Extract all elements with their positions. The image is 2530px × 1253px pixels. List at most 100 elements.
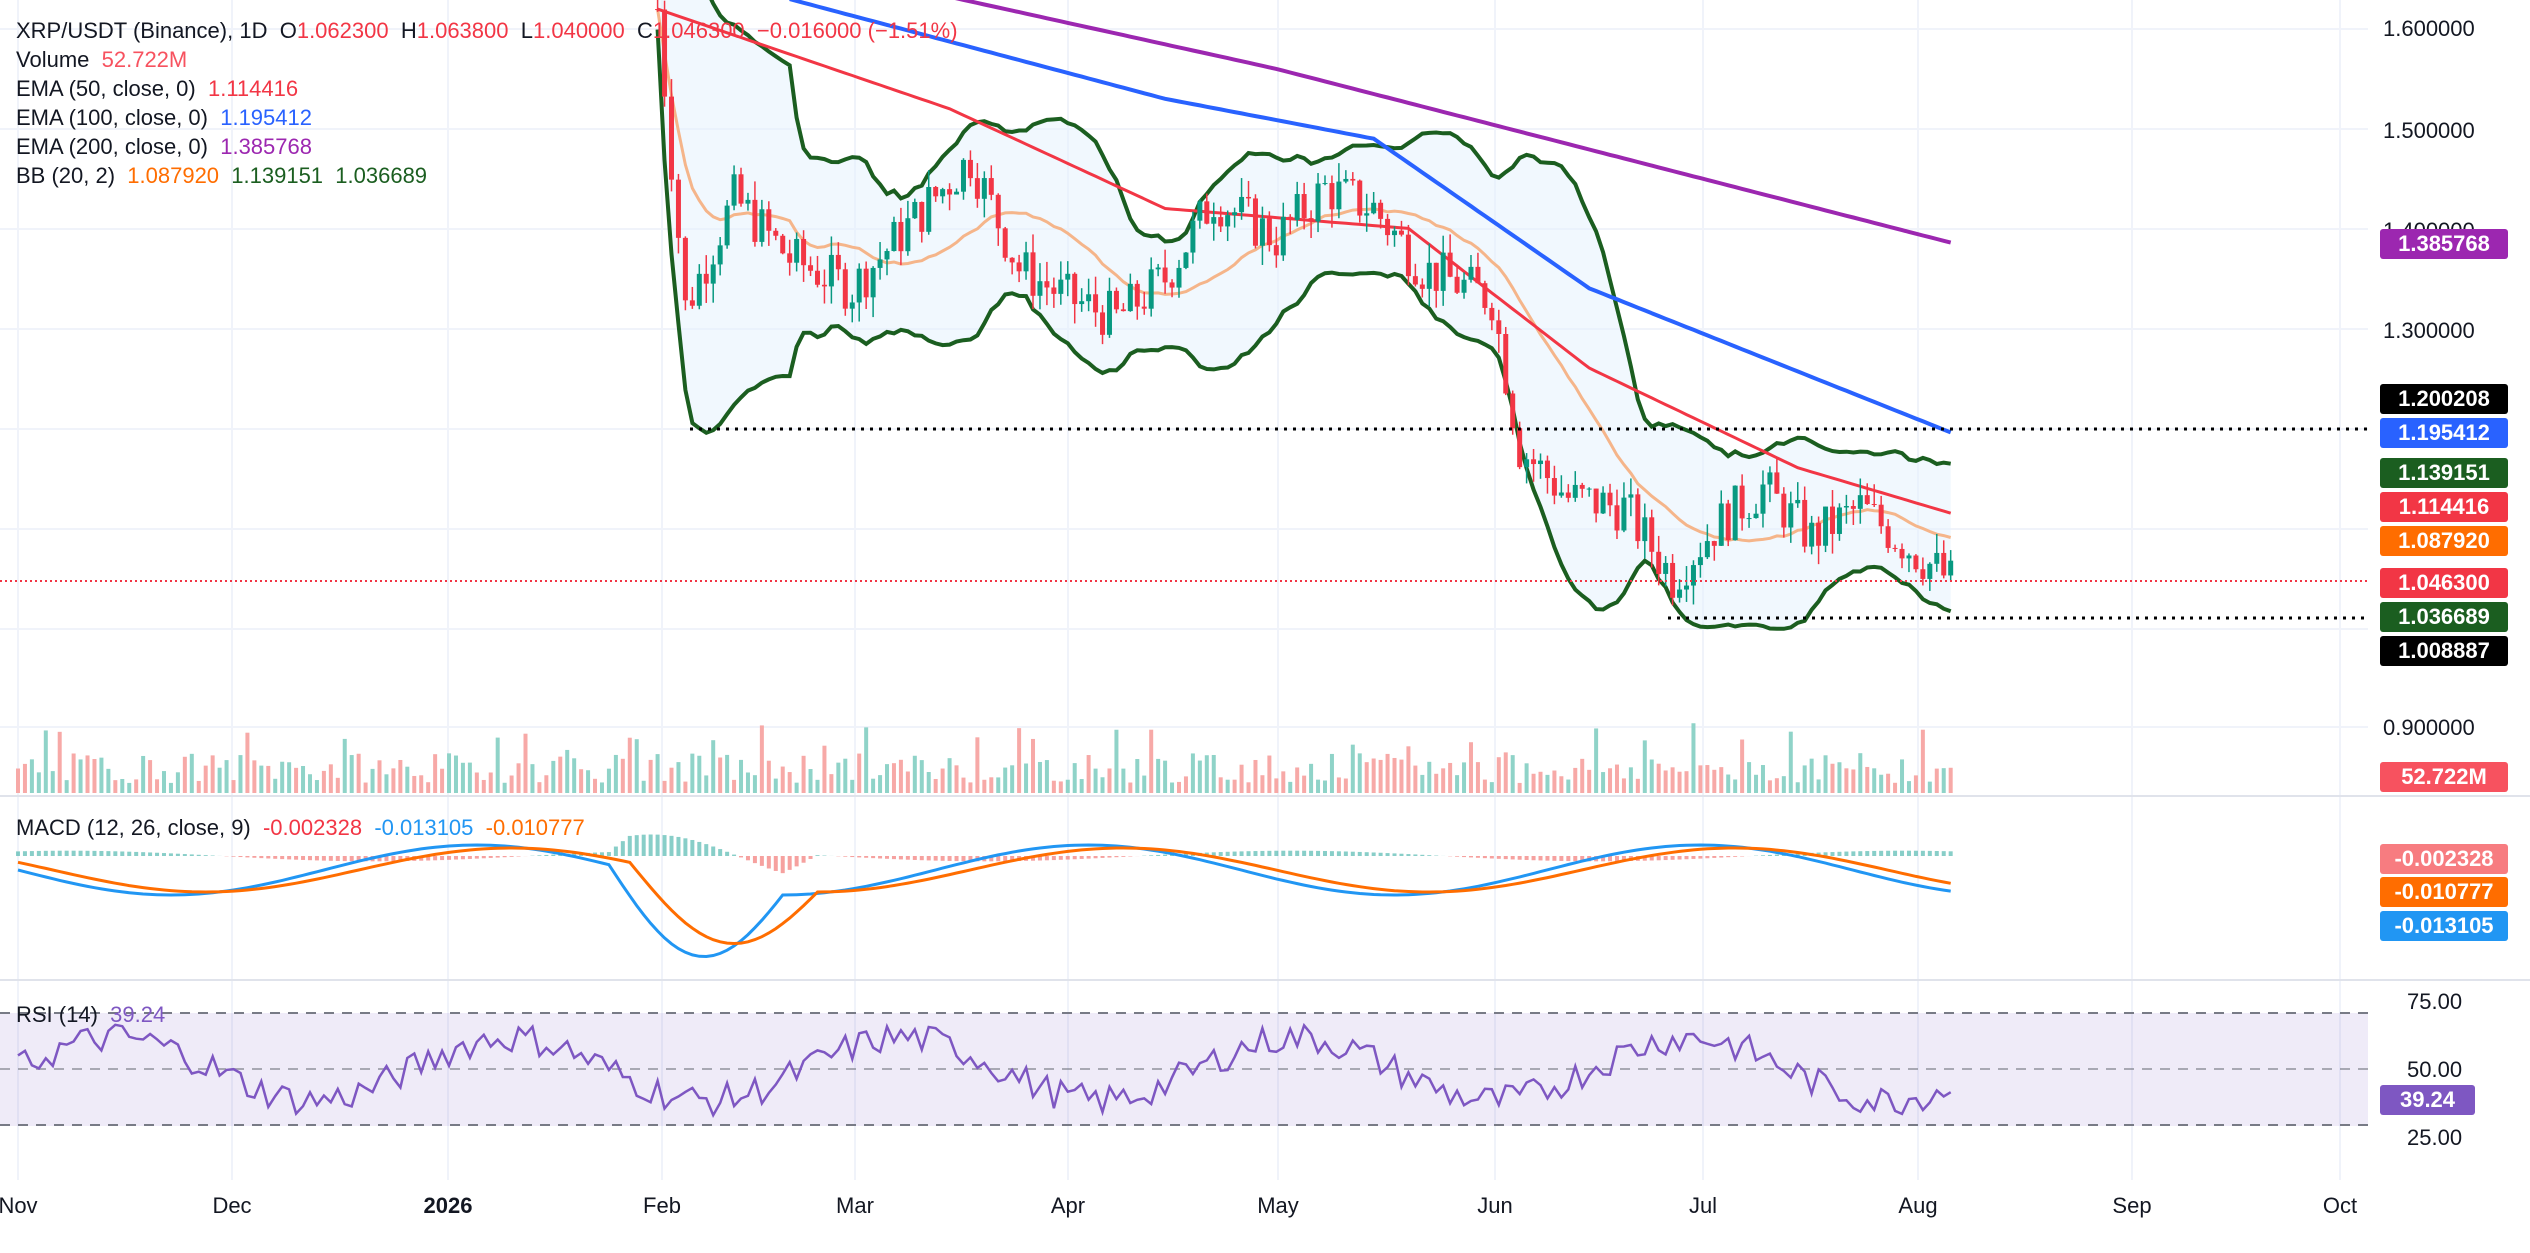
volume-bar	[182, 756, 187, 793]
macd-hist-bar	[1343, 851, 1348, 856]
macd-hist-bar	[1608, 856, 1613, 862]
volume-bar	[161, 771, 166, 793]
volume-bar	[836, 762, 841, 793]
macd-line	[17, 843, 1951, 959]
volume-bar	[773, 778, 778, 793]
macd-hist-bar	[398, 856, 403, 862]
macd-hist-bar	[1712, 856, 1717, 858]
volume-bar	[530, 764, 535, 793]
candle-body	[1023, 252, 1029, 272]
candle-body	[933, 187, 939, 197]
candle-body	[1051, 287, 1057, 294]
volume-bar	[794, 782, 799, 793]
candle-body	[1447, 252, 1453, 277]
candle-body	[1357, 180, 1363, 216]
macd-hist-bar	[759, 856, 764, 866]
candle-body	[808, 265, 814, 271]
time-tick: Mar	[836, 1193, 874, 1218]
legend-ema50[interactable]: EMA (50, close, 0) 1.114416	[16, 76, 299, 101]
volume-bar	[1302, 775, 1307, 793]
legend: XRP/USDT (Binance), 1D O1.062300 H1.0638…	[16, 16, 958, 190]
volume-bar	[1177, 781, 1181, 793]
volume-bar	[99, 757, 104, 793]
macd-hist-bar	[1795, 853, 1800, 856]
candle-body	[1440, 252, 1446, 291]
candle-body	[849, 302, 855, 309]
volume-bar	[1594, 728, 1599, 793]
macd-hist-bar	[1281, 850, 1286, 856]
candle-body	[1739, 485, 1745, 519]
macd-hist-bar	[43, 850, 48, 856]
volume-bar	[1802, 765, 1807, 793]
legend-volume[interactable]: Volume 52.722M	[16, 47, 188, 72]
volume-bar	[1545, 774, 1550, 793]
volume-bar	[780, 766, 785, 793]
macd-hist-bar	[1524, 856, 1529, 860]
time-tick: Feb	[643, 1193, 681, 1218]
volume-bar	[71, 753, 76, 793]
candle-body	[1468, 266, 1474, 280]
legend-bb[interactable]: BB (20, 2) 1.087920 1.139151 1.036689	[16, 163, 428, 188]
volume-bar	[43, 730, 48, 793]
rsi-badge: 39.24	[2380, 1085, 2475, 1115]
macd-hist-bar	[620, 841, 625, 856]
macd-hist-bar	[1573, 856, 1578, 862]
volume-bar	[1934, 768, 1939, 793]
candle-body	[1684, 585, 1690, 590]
volume-bar	[1858, 753, 1863, 793]
volume-bar	[919, 760, 924, 793]
macd-hist-bar	[134, 851, 139, 856]
macd-hist-bar	[871, 856, 876, 859]
candle-body	[1280, 216, 1286, 256]
legend-rsi[interactable]: RSI (14) 39.24	[16, 1002, 166, 1027]
candle-body	[1663, 562, 1669, 574]
volume-bar	[1260, 775, 1265, 793]
candle-body	[1454, 276, 1460, 293]
volume-bar	[405, 766, 410, 793]
macd-hist-bar	[752, 856, 757, 864]
volume-bar	[259, 765, 264, 793]
time-tick: Jul	[1688, 1193, 1718, 1218]
volume-bar	[1253, 759, 1258, 793]
candle-body	[1711, 541, 1717, 546]
candle-body	[988, 178, 994, 195]
volume-bar	[787, 772, 792, 793]
legend-ema200[interactable]: EMA (200, close, 0) 1.385768	[16, 134, 312, 159]
volume-bar	[85, 755, 90, 793]
macd-hist-bar	[1288, 850, 1293, 856]
volume-bar	[1865, 766, 1870, 793]
macd-hist-bar	[1413, 854, 1418, 856]
volume-bar	[662, 780, 667, 793]
legend-macd[interactable]: MACD (12, 26, close, 9) -0.002328 -0.013…	[16, 815, 585, 840]
volume-bar	[551, 760, 556, 793]
macd-hist-bar	[1649, 856, 1654, 861]
volume-bar	[1774, 778, 1779, 793]
candle-body	[675, 179, 681, 238]
volume-bar	[1844, 768, 1849, 793]
candle-body	[1593, 488, 1599, 514]
macd-hist-bar	[1774, 854, 1779, 856]
volume-bar	[1441, 768, 1446, 793]
macd-hist-bar	[878, 856, 883, 859]
candle-body	[1878, 504, 1884, 527]
candle-body	[1127, 283, 1133, 312]
candle-body	[1614, 505, 1620, 531]
candle-body	[655, 9, 661, 11]
legend-ema100[interactable]: EMA (100, close, 0) 1.195412	[16, 105, 312, 130]
macd-hist-bar	[662, 835, 667, 856]
volume-bar	[1906, 781, 1911, 793]
volume-bar	[314, 780, 319, 793]
candle-body	[759, 209, 765, 242]
candle-body	[1398, 230, 1404, 235]
candle-body	[1350, 178, 1356, 181]
macd-hist-bar	[1496, 856, 1501, 859]
candle-body	[787, 253, 793, 263]
volume-bar	[1010, 765, 1015, 793]
volume-bar	[1830, 763, 1835, 793]
volume-bar	[287, 762, 292, 793]
macd-hist-bar	[1566, 856, 1571, 862]
volume-bar	[516, 763, 521, 793]
volume-bar	[1767, 780, 1772, 793]
volume-bar	[1281, 771, 1286, 793]
